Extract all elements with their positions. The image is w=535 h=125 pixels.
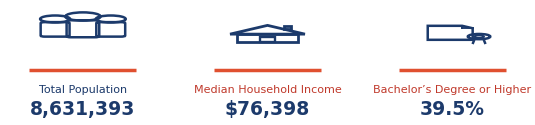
Text: Total Population: Total Population	[39, 85, 127, 95]
Text: Bachelor’s Degree or Higher: Bachelor’s Degree or Higher	[373, 85, 531, 95]
Text: 39.5%: 39.5%	[419, 100, 485, 119]
Bar	[237, 34, 298, 42]
Text: 8,631,393: 8,631,393	[30, 100, 135, 119]
Bar	[259, 37, 276, 42]
Text: $76,398: $76,398	[225, 100, 310, 119]
Text: Median Household Income: Median Household Income	[194, 85, 341, 95]
Bar	[285, 26, 291, 29]
